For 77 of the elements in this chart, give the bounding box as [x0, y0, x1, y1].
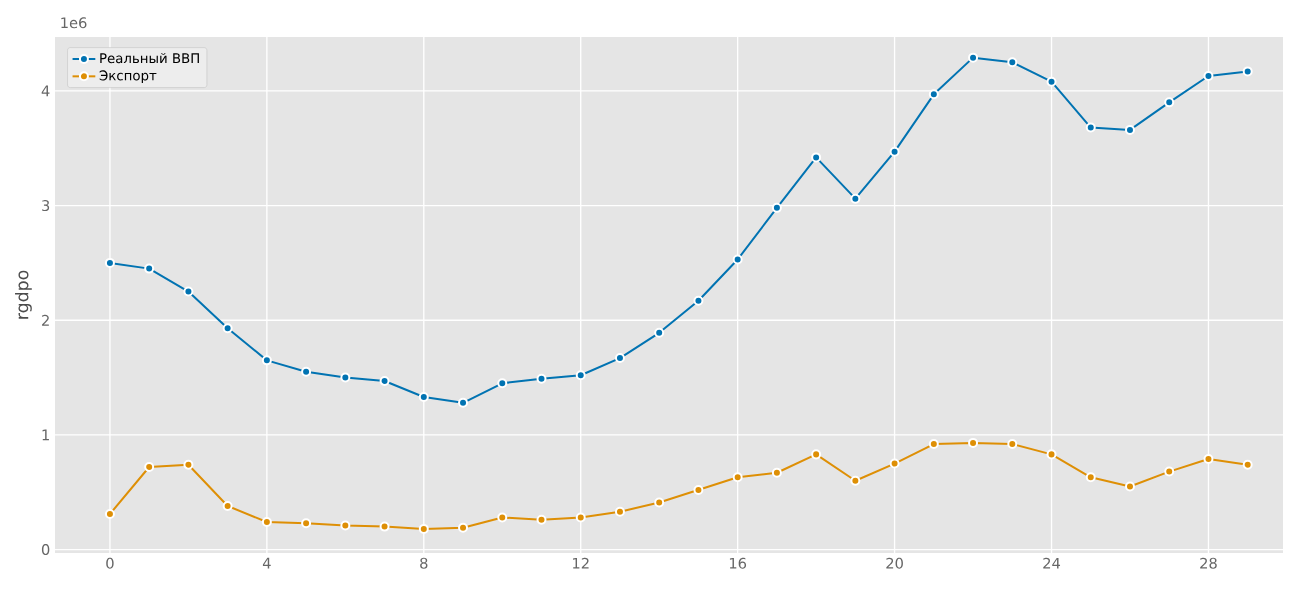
point: [1242, 459, 1253, 470]
point: [183, 459, 194, 470]
point: [732, 472, 743, 483]
point: [1124, 124, 1135, 135]
point: [654, 327, 665, 338]
point: [183, 286, 194, 297]
point: [732, 254, 743, 265]
x-tick-label: 24: [1043, 557, 1061, 569]
point: [693, 484, 704, 495]
point: [889, 458, 900, 469]
point: [418, 392, 429, 403]
y-axis-title: rgdpo: [15, 270, 32, 319]
point: [1046, 76, 1057, 87]
point: [850, 475, 861, 486]
point: [261, 355, 272, 366]
point: [536, 373, 547, 384]
point: [1203, 453, 1214, 464]
y-tick-label: 2: [42, 314, 49, 326]
point: [968, 52, 979, 63]
point: [1085, 472, 1096, 483]
point: [1046, 449, 1057, 460]
point: [418, 523, 429, 534]
point: [575, 370, 586, 381]
point: [811, 152, 822, 163]
point: [771, 467, 782, 478]
point: [811, 449, 822, 460]
point: [928, 89, 939, 100]
point: [261, 517, 272, 528]
x-tick-label: 28: [1200, 557, 1217, 569]
point: [497, 378, 508, 389]
x-tick-label: 8: [420, 557, 428, 569]
point: [850, 193, 861, 204]
point: [968, 437, 979, 448]
x-tick-label: 12: [573, 557, 589, 569]
point: [1242, 66, 1253, 77]
y-tick-label: 3: [42, 200, 50, 212]
x-tick-label: 16: [729, 557, 747, 569]
point: [1203, 70, 1214, 81]
point: [497, 512, 508, 523]
x-tick-label: 20: [886, 557, 903, 569]
point: [1164, 466, 1175, 477]
point: [536, 514, 547, 525]
point: [1164, 97, 1175, 108]
point: [614, 506, 625, 517]
point: [693, 295, 704, 306]
legend-label: Экспорт: [99, 70, 157, 84]
point: [928, 439, 939, 450]
point: [379, 521, 390, 532]
point: [614, 353, 625, 364]
point: [144, 263, 155, 274]
y-tick-label: 4: [41, 85, 50, 97]
point: [104, 257, 115, 268]
point: [654, 497, 665, 508]
y-tick-label: 0: [41, 544, 50, 556]
point: [458, 522, 469, 533]
y-tick-label: 1: [42, 429, 49, 441]
text: 1e6: [61, 17, 87, 29]
point: [340, 372, 351, 383]
point: [301, 518, 312, 529]
point: [771, 202, 782, 213]
point: [1085, 122, 1096, 133]
point: [222, 323, 233, 334]
point: [1007, 439, 1018, 450]
point: [889, 146, 900, 157]
point: [379, 375, 390, 386]
x-tick-label: 4: [262, 557, 271, 569]
point: [575, 512, 586, 523]
point: [301, 366, 312, 377]
point: [104, 509, 115, 519]
point: [340, 520, 351, 531]
point: [1124, 481, 1135, 492]
point: [458, 397, 469, 408]
x-tick-label: 0: [106, 557, 114, 569]
point: [1007, 57, 1018, 68]
point: [222, 500, 233, 511]
legend-label: Реальный ВВП: [100, 52, 199, 64]
point: [144, 461, 155, 472]
